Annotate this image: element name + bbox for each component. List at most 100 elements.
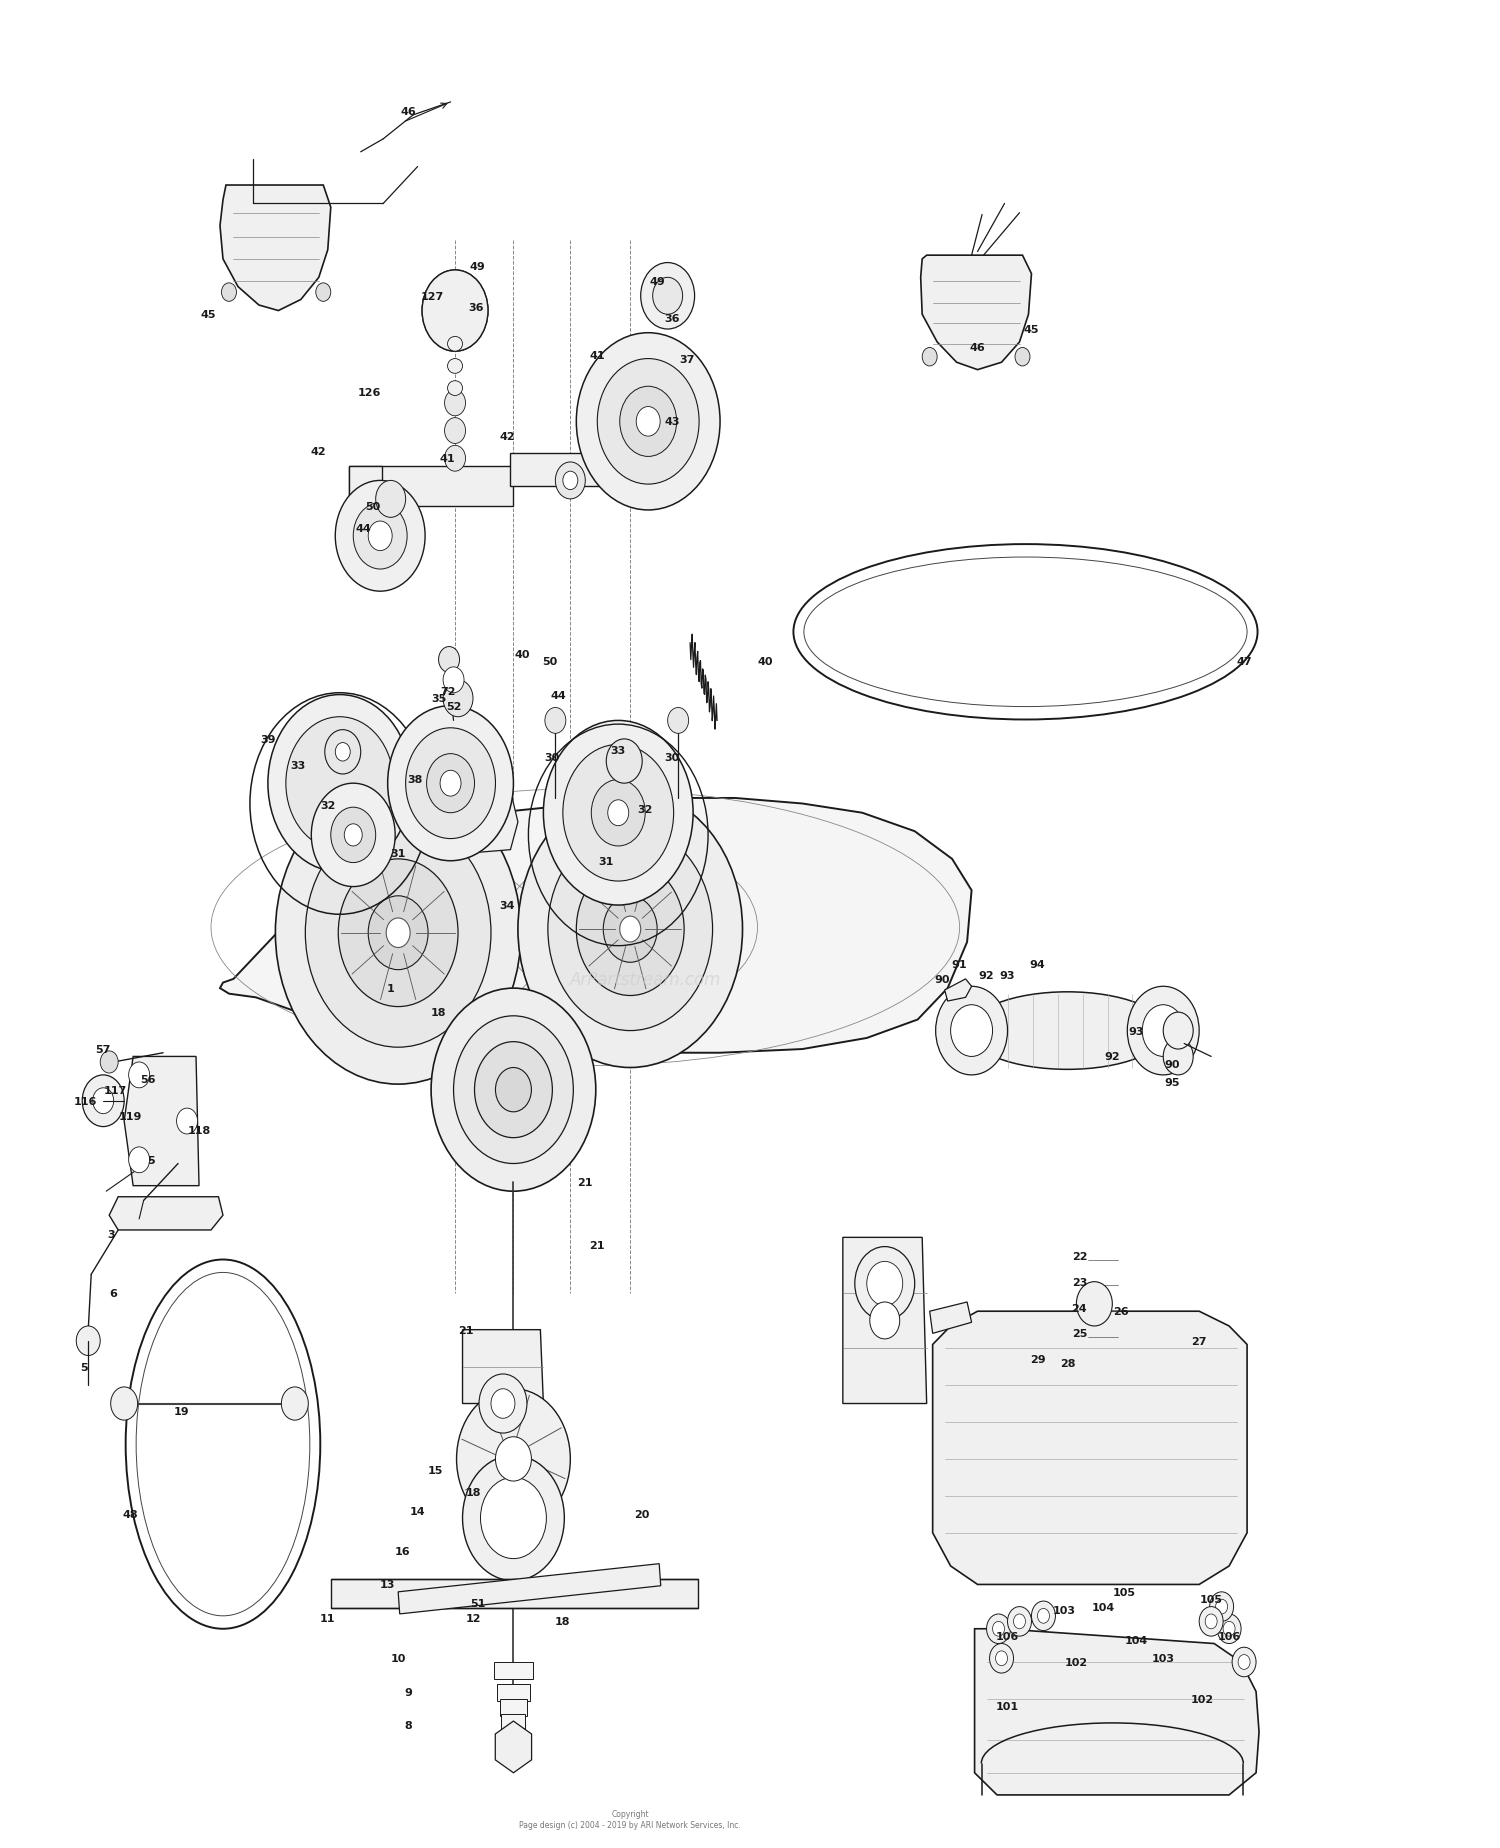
Text: 27: 27 xyxy=(1191,1336,1208,1345)
Circle shape xyxy=(312,784,394,887)
Text: 20: 20 xyxy=(634,1510,650,1519)
Polygon shape xyxy=(220,187,332,310)
Circle shape xyxy=(336,743,350,761)
Text: 50: 50 xyxy=(364,503,381,512)
Text: 25: 25 xyxy=(1071,1329,1088,1338)
Text: 23: 23 xyxy=(1071,1277,1088,1286)
Circle shape xyxy=(870,1303,900,1340)
Text: 32: 32 xyxy=(638,804,652,815)
Circle shape xyxy=(922,347,938,366)
Text: 51: 51 xyxy=(470,1599,484,1608)
Text: 36: 36 xyxy=(664,314,680,323)
Text: 32: 32 xyxy=(320,800,336,811)
Circle shape xyxy=(478,1375,526,1434)
Text: 39: 39 xyxy=(260,734,276,745)
Circle shape xyxy=(444,418,465,444)
Ellipse shape xyxy=(969,992,1166,1070)
Text: 11: 11 xyxy=(320,1613,336,1623)
Circle shape xyxy=(855,1247,915,1321)
Text: 105: 105 xyxy=(1113,1587,1136,1597)
Text: 41: 41 xyxy=(440,455,456,464)
Ellipse shape xyxy=(447,381,462,395)
Text: 34: 34 xyxy=(500,900,514,911)
Text: 92: 92 xyxy=(978,970,994,981)
Circle shape xyxy=(951,1005,993,1057)
Text: 35: 35 xyxy=(430,693,445,704)
Text: 5: 5 xyxy=(80,1362,87,1371)
Text: 24: 24 xyxy=(1071,1303,1088,1312)
Text: 12: 12 xyxy=(465,1613,482,1623)
Circle shape xyxy=(1008,1606,1032,1635)
Text: 92: 92 xyxy=(1104,1052,1120,1063)
Text: 18: 18 xyxy=(465,1488,482,1497)
Circle shape xyxy=(1215,1599,1227,1613)
Polygon shape xyxy=(945,979,972,1002)
Bar xyxy=(500,1698,526,1715)
Text: 72: 72 xyxy=(440,686,456,697)
Bar xyxy=(494,1661,532,1678)
Circle shape xyxy=(1198,1606,1222,1635)
Text: 94: 94 xyxy=(1029,959,1045,970)
Circle shape xyxy=(490,1390,514,1419)
Circle shape xyxy=(474,1042,552,1138)
Polygon shape xyxy=(220,798,972,1053)
Text: 31: 31 xyxy=(390,848,406,859)
Circle shape xyxy=(129,1148,150,1173)
Polygon shape xyxy=(933,1312,1246,1584)
Circle shape xyxy=(430,989,596,1192)
Circle shape xyxy=(326,730,360,774)
Text: 46: 46 xyxy=(400,107,417,116)
Circle shape xyxy=(1016,347,1031,366)
Circle shape xyxy=(543,721,693,906)
Text: 103: 103 xyxy=(1152,1654,1174,1663)
Text: 102: 102 xyxy=(1191,1695,1214,1704)
Bar xyxy=(398,1563,660,1613)
Text: 30: 30 xyxy=(664,752,680,763)
Text: 21: 21 xyxy=(590,1240,604,1249)
Circle shape xyxy=(422,272,488,351)
Circle shape xyxy=(386,918,410,948)
Text: Copyright
Page design (c) 2004 - 2019 by ARI Network Services, Inc.: Copyright Page design (c) 2004 - 2019 by… xyxy=(519,1809,741,1830)
Circle shape xyxy=(352,503,407,569)
Polygon shape xyxy=(495,1720,531,1772)
Bar xyxy=(348,466,381,547)
Circle shape xyxy=(453,1016,573,1164)
Bar xyxy=(496,1684,530,1700)
Circle shape xyxy=(1128,987,1198,1076)
Circle shape xyxy=(480,1478,546,1558)
Circle shape xyxy=(111,1388,138,1421)
Circle shape xyxy=(518,791,742,1068)
Text: 1: 1 xyxy=(387,983,394,994)
Circle shape xyxy=(177,1109,198,1135)
Text: 45: 45 xyxy=(201,310,216,320)
Text: 5: 5 xyxy=(147,1155,154,1166)
Circle shape xyxy=(544,708,566,734)
Text: 44: 44 xyxy=(550,689,566,700)
Text: 102: 102 xyxy=(1065,1658,1088,1667)
Text: 28: 28 xyxy=(1059,1358,1076,1368)
Circle shape xyxy=(548,828,712,1031)
Circle shape xyxy=(1077,1283,1113,1327)
Circle shape xyxy=(405,728,495,839)
Text: 33: 33 xyxy=(610,745,626,756)
Text: 48: 48 xyxy=(123,1510,138,1519)
Text: 117: 117 xyxy=(104,1085,128,1096)
Circle shape xyxy=(444,390,465,416)
Text: 57: 57 xyxy=(96,1044,111,1055)
Circle shape xyxy=(446,301,464,322)
Circle shape xyxy=(306,819,490,1048)
Text: 116: 116 xyxy=(74,1096,98,1107)
Circle shape xyxy=(1038,1608,1050,1623)
Text: 38: 38 xyxy=(406,774,423,785)
Polygon shape xyxy=(843,1238,927,1404)
Text: 40: 40 xyxy=(514,650,529,660)
Text: 126: 126 xyxy=(358,388,381,397)
Bar xyxy=(510,453,690,486)
Circle shape xyxy=(1209,1591,1233,1621)
Circle shape xyxy=(433,286,476,336)
Text: 36: 36 xyxy=(468,303,484,312)
Circle shape xyxy=(1162,1013,1192,1050)
Circle shape xyxy=(387,706,513,861)
Text: 90: 90 xyxy=(934,974,950,985)
Circle shape xyxy=(316,285,332,303)
